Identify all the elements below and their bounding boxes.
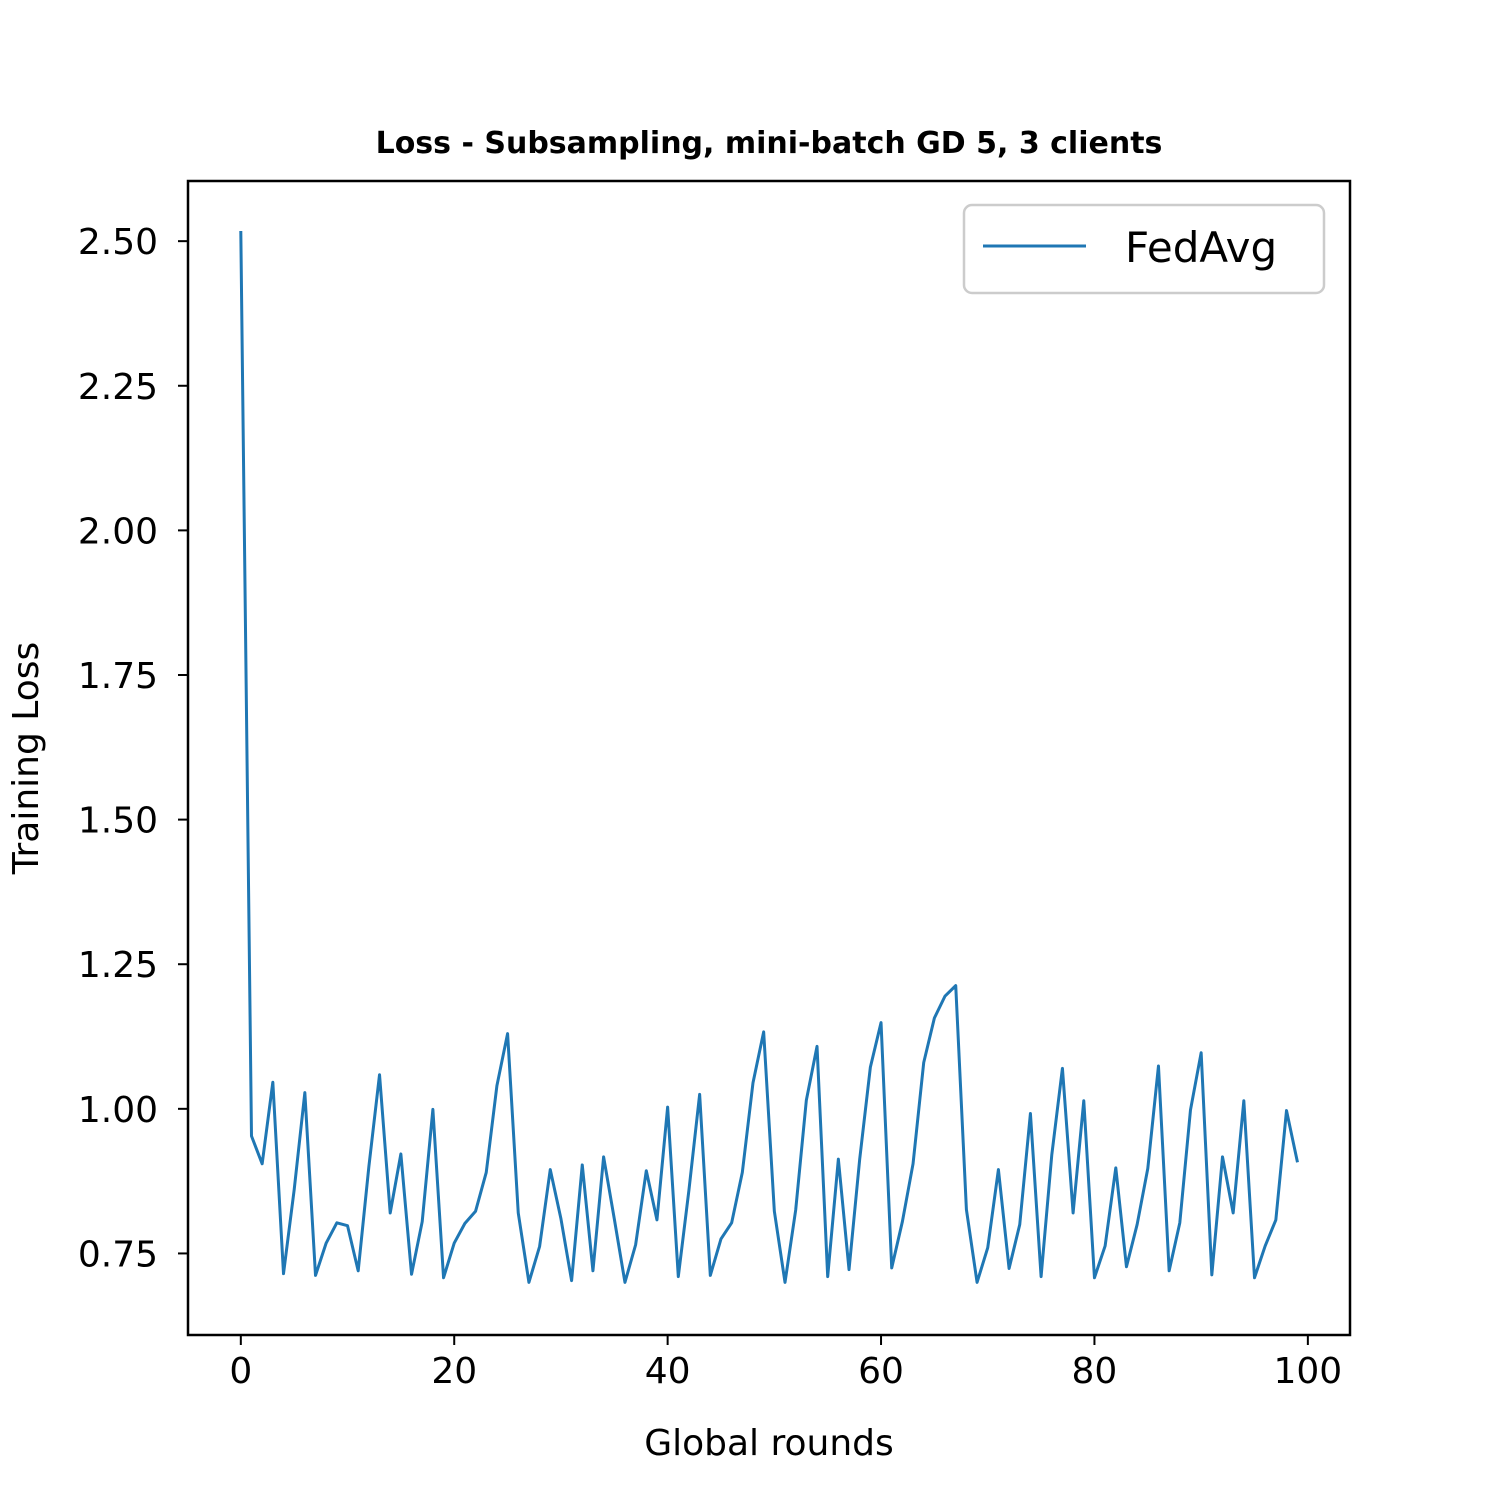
- x-axis-ticks: 0 20 40 60 80 100: [229, 1335, 1342, 1392]
- y-axis-ticks: 0.75 1.00 1.25 1.50 1.75 2.00 2.25 2.50: [78, 222, 188, 1275]
- x-tick-label: 0: [229, 1351, 252, 1392]
- x-tick-label: 40: [645, 1351, 691, 1392]
- y-tick-label: 1.75: [78, 656, 158, 697]
- y-tick-label: 1.25: [78, 945, 158, 986]
- x-tick-label: 60: [858, 1351, 904, 1392]
- legend: FedAvg: [962, 203, 1326, 295]
- series-line-fedavg: [239, 230, 1299, 1284]
- legend-label-fedavg: FedAvg: [1125, 223, 1277, 272]
- y-tick-label: 2.00: [78, 511, 158, 552]
- y-tick-label: 2.50: [78, 222, 158, 263]
- plot-frame: [186, 179, 1352, 1337]
- y-tick-label: 1.00: [78, 1090, 158, 1131]
- y-tick-label: 1.50: [78, 801, 158, 842]
- x-tick-label: 20: [431, 1351, 477, 1392]
- plot-area: [188, 181, 1350, 1335]
- legend-box: [962, 203, 1326, 295]
- y-tick-label: 0.75: [78, 1234, 158, 1275]
- x-axis-label: Global rounds: [644, 1423, 894, 1464]
- y-axis-label: Training Loss: [6, 642, 47, 875]
- y-tick-label: 2.25: [78, 367, 158, 408]
- series-layer: [239, 230, 1299, 1284]
- chart-title: Loss - Subsampling, mini-batch GD 5, 3 c…: [376, 126, 1163, 161]
- x-tick-label: 100: [1273, 1351, 1342, 1392]
- x-tick-label: 80: [1072, 1351, 1118, 1392]
